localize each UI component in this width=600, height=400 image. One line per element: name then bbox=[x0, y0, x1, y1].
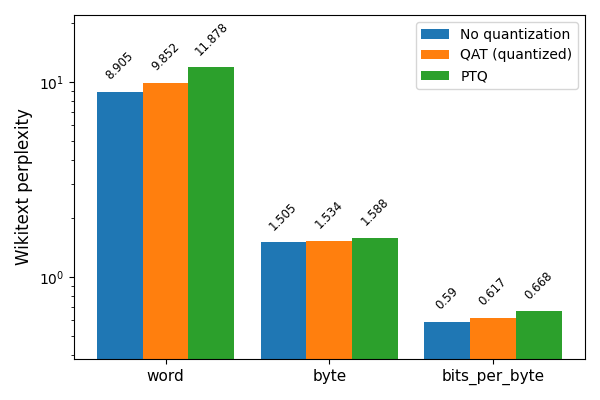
Bar bbox=[188, 67, 235, 400]
Text: 1.534: 1.534 bbox=[313, 198, 346, 231]
Text: 1.588: 1.588 bbox=[359, 196, 392, 228]
Y-axis label: Wikitext perplexity: Wikitext perplexity bbox=[15, 109, 33, 266]
Bar bbox=[260, 242, 307, 400]
Bar bbox=[143, 83, 188, 400]
Bar bbox=[470, 318, 516, 400]
Text: 0.668: 0.668 bbox=[523, 269, 555, 302]
Text: 11.878: 11.878 bbox=[193, 20, 230, 58]
Bar bbox=[352, 238, 398, 400]
Bar bbox=[516, 311, 562, 400]
Text: 0.617: 0.617 bbox=[476, 276, 509, 308]
Text: 9.852: 9.852 bbox=[149, 41, 182, 74]
Bar bbox=[97, 92, 143, 400]
Text: 1.505: 1.505 bbox=[267, 200, 300, 233]
Text: 8.905: 8.905 bbox=[103, 49, 136, 82]
Bar bbox=[424, 322, 470, 400]
Text: 0.59: 0.59 bbox=[433, 284, 461, 312]
Bar bbox=[307, 241, 352, 400]
Legend: No quantization, QAT (quantized), PTQ: No quantization, QAT (quantized), PTQ bbox=[416, 22, 578, 89]
